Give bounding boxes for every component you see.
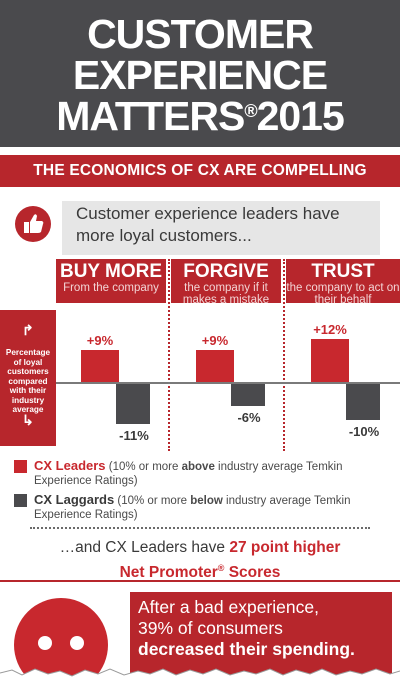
title-line-1: CUSTOMER [87, 11, 314, 57]
value-label-laggards: -6% [237, 409, 261, 425]
title-line-2: EXPERIENCE [72, 52, 328, 98]
bad-experience-text: After a bad experience, 39% of consumers… [138, 597, 355, 659]
leaders-intro-text: Customer experience leaders have more lo… [76, 204, 340, 245]
bar-laggards [116, 384, 150, 424]
value-label-laggards: -11% [119, 427, 149, 443]
column-title: BUY MORE [59, 261, 163, 282]
column-header-buy-more: BUY MORE From the company [56, 259, 166, 303]
leaders-intro-box [62, 201, 380, 255]
chart-baseline [56, 382, 400, 384]
bar-leaders [81, 349, 119, 382]
column-title: TRUST [311, 261, 375, 282]
eye [70, 636, 84, 650]
thumbs-up-icon [15, 206, 51, 242]
column-header-forgive: FORGIVE the company if it makes a mistak… [171, 259, 281, 306]
value-label-leaders: +12% [313, 321, 347, 337]
legend-leaders: CX Leaders (10% or more above industry a… [34, 458, 343, 488]
bar-laggards [231, 384, 265, 406]
header: CUSTOMER EXPERIENCE MATTERS®2015 [0, 0, 400, 147]
column-subtitle: the company to act on their behalf [286, 282, 400, 306]
legend-swatch-leaders [14, 460, 27, 473]
value-label-leaders: +9% [86, 332, 114, 348]
eye [38, 636, 52, 650]
bar-leaders [311, 338, 349, 382]
y-axis-label: Percentage of loyal customers compared w… [5, 348, 51, 414]
column-subtitle: From the company [63, 282, 159, 294]
arrow-down-icon: ↳ [22, 412, 34, 428]
arrow-up-icon: ↱ [22, 322, 34, 338]
legend-laggards: CX Laggards (10% or more below industry … [34, 492, 351, 522]
column-title: FORGIVE [183, 261, 269, 282]
column-header-trust: TRUST the company to act on their behalf [286, 259, 400, 306]
column-divider [168, 259, 170, 451]
section-banner: THE ECONOMICS OF CX ARE COMPELLING [0, 155, 400, 187]
section-divider [0, 580, 400, 582]
column-subtitle: the company if it makes a mistake [182, 282, 270, 306]
side-label-box [0, 310, 56, 446]
bar-leaders [196, 349, 234, 382]
legend-swatch-laggards [14, 494, 27, 507]
value-label-leaders: +9% [201, 332, 229, 348]
column-divider [283, 259, 285, 451]
title-line-3: MATTERS®2015 [56, 93, 345, 139]
nps-statement: …and CX Leaders have 27 point higher Net… [59, 539, 341, 582]
bad-experience-box [130, 592, 392, 686]
torn-edge [0, 668, 400, 686]
value-label-laggards: -10% [348, 424, 380, 439]
bar-laggards [346, 384, 380, 420]
dotted-divider [30, 527, 370, 529]
